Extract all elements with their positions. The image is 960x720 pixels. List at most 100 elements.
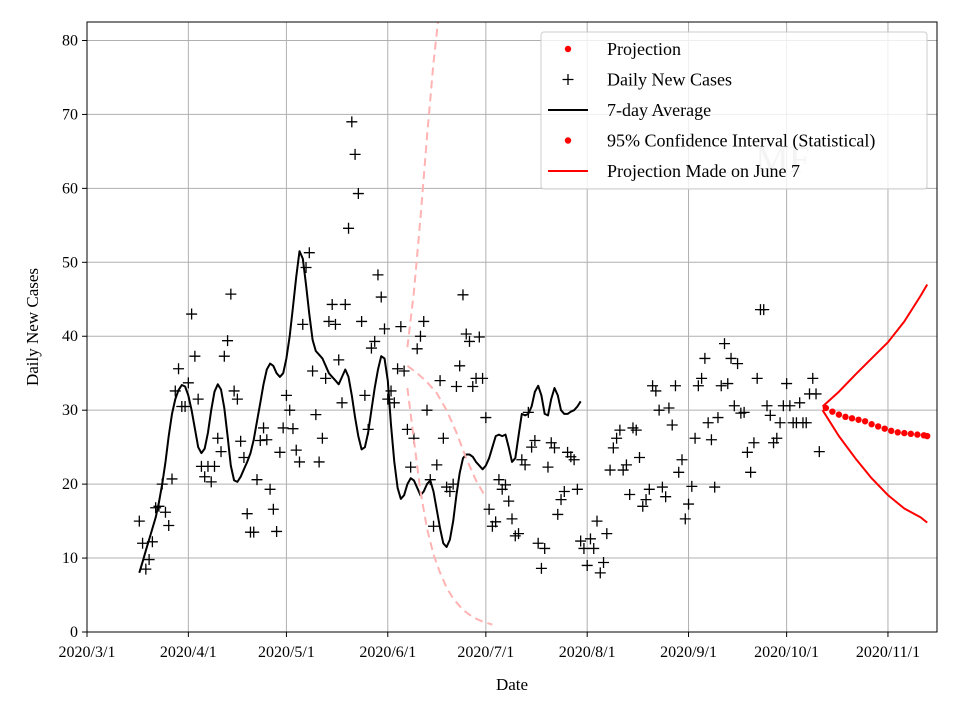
daily-case-marker bbox=[258, 422, 270, 434]
daily-case-marker bbox=[467, 381, 479, 393]
projection-point bbox=[855, 416, 862, 423]
plot-frame bbox=[86, 21, 938, 633]
y-tick-label: 20 bbox=[62, 476, 78, 493]
daily-case-marker bbox=[588, 542, 600, 554]
daily-case-marker bbox=[656, 481, 668, 493]
daily-case-marker bbox=[781, 378, 793, 390]
daily-case-marker bbox=[748, 437, 760, 449]
daily-case-marker bbox=[395, 321, 407, 333]
daily-case-marker bbox=[722, 378, 734, 390]
daily-case-marker bbox=[434, 375, 446, 387]
daily-case-marker bbox=[323, 315, 335, 327]
daily-case-marker bbox=[313, 456, 325, 468]
daily-case-marker bbox=[352, 188, 364, 200]
daily-case-marker bbox=[643, 483, 655, 495]
daily-case-marker bbox=[379, 323, 390, 335]
y-tick-label: 70 bbox=[62, 106, 78, 123]
daily-case-marker bbox=[222, 335, 234, 347]
x-axis-label: Date bbox=[496, 675, 528, 694]
daily-case-marker bbox=[679, 513, 691, 525]
daily-case-marker bbox=[460, 328, 472, 340]
daily-case-marker bbox=[483, 503, 495, 515]
daily-case-marker bbox=[182, 377, 194, 389]
daily-case-marker bbox=[535, 562, 547, 574]
95-confidence-interval-lower-line bbox=[821, 409, 928, 524]
daily-case-marker bbox=[454, 360, 466, 372]
legend-frame bbox=[540, 31, 928, 190]
daily-case-marker bbox=[228, 385, 240, 397]
daily-case-marker bbox=[235, 435, 247, 447]
projection-point bbox=[861, 418, 869, 425]
daily-case-marker bbox=[604, 464, 616, 476]
daily-case-marker bbox=[542, 461, 554, 473]
daily-case-marker bbox=[624, 488, 636, 500]
daily-case-marker bbox=[650, 385, 662, 397]
daily-case-marker bbox=[248, 526, 260, 538]
daily-case-marker bbox=[411, 343, 423, 355]
daily-case-marker bbox=[699, 352, 711, 364]
daily-case-marker bbox=[758, 304, 770, 316]
projection-point bbox=[923, 432, 931, 440]
daily-case-marker bbox=[401, 423, 413, 435]
daily-case-marker bbox=[598, 556, 610, 568]
daily-case-marker bbox=[326, 298, 338, 310]
legend-label: Projection Made on June 7 bbox=[607, 161, 800, 181]
y-tick-label: 50 bbox=[62, 254, 78, 271]
daily-case-marker bbox=[601, 528, 613, 540]
daily-case-marker bbox=[405, 461, 417, 473]
daily-case-marker bbox=[365, 342, 377, 354]
daily-case-marker bbox=[450, 381, 462, 393]
daily-case-marker bbox=[241, 508, 253, 520]
daily-case-marker bbox=[382, 393, 394, 405]
x-tick-label: 2020/10/1 bbox=[754, 644, 819, 661]
legend-dot-marker bbox=[564, 45, 572, 53]
daily-case-marker bbox=[493, 474, 505, 486]
daily-case-marker bbox=[307, 365, 319, 377]
daily-case-marker bbox=[346, 116, 358, 128]
projection-point bbox=[888, 427, 895, 435]
projection-point bbox=[835, 411, 843, 418]
y-tick-label: 0 bbox=[70, 624, 78, 641]
daily-case-marker bbox=[343, 222, 355, 234]
daily-case-marker bbox=[571, 483, 583, 495]
daily-case-marker bbox=[212, 432, 224, 444]
daily-case-marker bbox=[428, 520, 440, 532]
daily-case-marker bbox=[333, 354, 345, 366]
x-tick-label: 2020/11/1 bbox=[856, 644, 920, 661]
projection-point bbox=[822, 404, 830, 412]
y-tick-label: 30 bbox=[62, 402, 78, 419]
projection-point bbox=[894, 429, 901, 436]
projection-point bbox=[874, 423, 882, 430]
daily-case-marker bbox=[375, 291, 387, 303]
daily-case-marker bbox=[810, 388, 822, 400]
daily-case-marker bbox=[794, 397, 806, 409]
daily-case-marker bbox=[290, 444, 302, 456]
daily-case-marker bbox=[702, 417, 714, 429]
daily-case-marker bbox=[329, 318, 341, 330]
daily-case-marker bbox=[499, 479, 511, 491]
daily-case-marker bbox=[163, 520, 175, 532]
daily-case-marker bbox=[297, 318, 309, 330]
daily-case-marker bbox=[143, 554, 155, 566]
daily-case-marker bbox=[558, 486, 570, 498]
daily-case-marker bbox=[133, 515, 145, 527]
projection-made-on-june-7-upper-line bbox=[406, 22, 439, 348]
daily-case-marker bbox=[676, 454, 688, 466]
y-tick-label: 60 bbox=[62, 180, 78, 197]
daily-case-marker bbox=[506, 513, 518, 525]
daily-case-marker bbox=[666, 419, 678, 431]
projection-made-on-june-7-lower-line bbox=[406, 387, 493, 626]
daily-case-marker bbox=[392, 363, 404, 375]
daily-case-marker bbox=[751, 372, 763, 384]
daily-case-marker bbox=[421, 404, 433, 416]
daily-case-marker bbox=[225, 288, 237, 300]
legend-dot-marker bbox=[564, 137, 572, 144]
legend-label: Projection bbox=[607, 39, 681, 59]
daily-case-marker bbox=[284, 404, 296, 416]
x-tick-label: 2020/6/1 bbox=[359, 644, 416, 661]
daily-case-marker bbox=[719, 338, 730, 350]
daily-case-marker bbox=[519, 459, 531, 471]
daily-case-marker bbox=[705, 434, 717, 446]
daily-case-marker bbox=[813, 446, 825, 458]
daily-case-marker bbox=[686, 480, 698, 492]
